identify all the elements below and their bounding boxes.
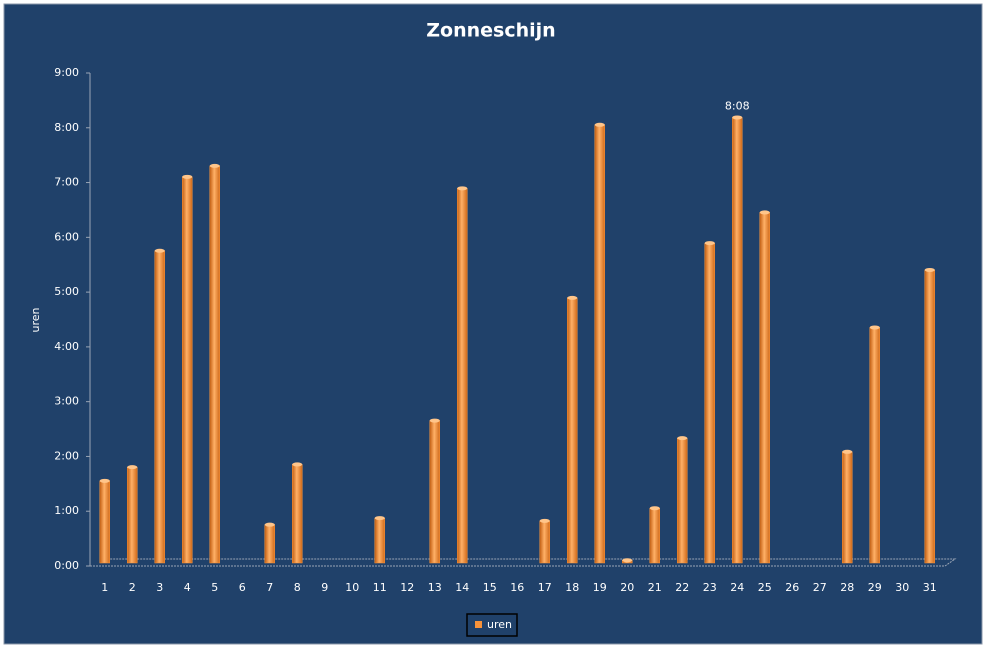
bar — [429, 420, 440, 564]
x-tick-label: 2 — [129, 581, 136, 594]
bar — [704, 242, 715, 564]
bar — [154, 250, 165, 564]
y-tick-label: 5:00 — [54, 285, 79, 298]
x-tick-label: 4 — [184, 581, 191, 594]
x-tick-label: 29 — [868, 581, 882, 594]
x-tick-label: 10 — [345, 581, 359, 594]
bar-top — [127, 465, 138, 470]
x-tick-label: 31 — [923, 581, 937, 594]
bar — [567, 297, 578, 564]
bar-top — [182, 174, 193, 179]
bar — [292, 464, 303, 564]
x-tick-label: 6 — [239, 581, 246, 594]
x-tick-label: 20 — [620, 581, 634, 594]
y-tick-label: 6:00 — [54, 230, 79, 243]
bar — [677, 437, 688, 564]
bar — [594, 124, 605, 564]
bar — [209, 165, 220, 564]
bar-top — [99, 478, 110, 483]
bar-top — [759, 210, 770, 215]
y-tick-label: 8:00 — [54, 121, 79, 134]
bar-top — [842, 449, 853, 454]
bar — [99, 480, 110, 564]
y-tick-label: 2:00 — [54, 449, 79, 462]
y-axis-title: uren — [29, 307, 42, 332]
x-tick-label: 23 — [703, 581, 717, 594]
x-tick-label: 26 — [785, 581, 799, 594]
bar-top — [594, 122, 605, 127]
x-tick-label: 16 — [510, 581, 524, 594]
legend — [466, 613, 518, 637]
bar — [539, 520, 550, 564]
x-tick-label: 15 — [483, 581, 497, 594]
y-tick-label: 9:00 — [54, 66, 79, 79]
x-tick-label: 11 — [373, 581, 387, 594]
bar-top — [154, 248, 165, 253]
chart-title: Zonneschijn — [426, 20, 555, 42]
x-tick-label: 27 — [813, 581, 827, 594]
x-tick-label: 18 — [565, 581, 579, 594]
x-tick-label: 5 — [211, 581, 218, 594]
x-tick-label: 14 — [455, 581, 469, 594]
bar — [457, 188, 468, 564]
bar-top — [209, 163, 220, 168]
y-tick-label: 4:00 — [54, 340, 79, 353]
x-tick-label: 21 — [648, 581, 662, 594]
x-tick-label: 17 — [538, 581, 552, 594]
y-tick-label: 3:00 — [54, 395, 79, 408]
bar-top — [924, 267, 935, 272]
data-label: 8:08 — [725, 99, 750, 112]
bar-top — [732, 115, 743, 120]
x-tick-label: 25 — [758, 581, 772, 594]
x-tick-label: 12 — [400, 581, 414, 594]
bar-top — [429, 418, 440, 423]
bar — [127, 466, 138, 564]
bar — [649, 507, 660, 564]
bar — [869, 327, 880, 564]
chart-background — [3, 3, 983, 645]
y-tick-label: 7:00 — [54, 176, 79, 189]
bar-top — [649, 506, 660, 511]
y-tick-label: 0:00 — [54, 559, 79, 572]
bar-top — [677, 436, 688, 441]
x-tick-label: 13 — [428, 581, 442, 594]
x-tick-label: 22 — [675, 581, 689, 594]
x-tick-label: 30 — [895, 581, 909, 594]
bar-top — [704, 241, 715, 246]
legend-label: uren — [487, 618, 512, 631]
bar-top — [539, 518, 550, 523]
bar-top — [567, 295, 578, 300]
x-tick-label: 7 — [266, 581, 273, 594]
bar — [264, 524, 275, 564]
floor — [90, 558, 957, 567]
x-tick-label: 3 — [156, 581, 163, 594]
bar — [842, 451, 853, 564]
bar-top — [457, 186, 468, 191]
bar-top — [622, 558, 633, 563]
bar — [374, 517, 385, 564]
x-tick-label: 28 — [840, 581, 854, 594]
x-tick-label: 24 — [730, 581, 744, 594]
bar-top — [292, 462, 303, 467]
x-tick-label: 9 — [321, 581, 328, 594]
y-tick-label: 1:00 — [54, 504, 79, 517]
x-tick-label: 19 — [593, 581, 607, 594]
bar — [732, 117, 743, 564]
x-tick-label: 1 — [101, 581, 108, 594]
legend-swatch — [475, 621, 482, 628]
bar-top — [869, 325, 880, 330]
bar — [759, 212, 770, 564]
bar — [182, 176, 193, 564]
bar-top — [264, 522, 275, 527]
bar — [924, 269, 935, 564]
bar-top — [374, 516, 385, 521]
x-tick-label: 8 — [294, 581, 301, 594]
